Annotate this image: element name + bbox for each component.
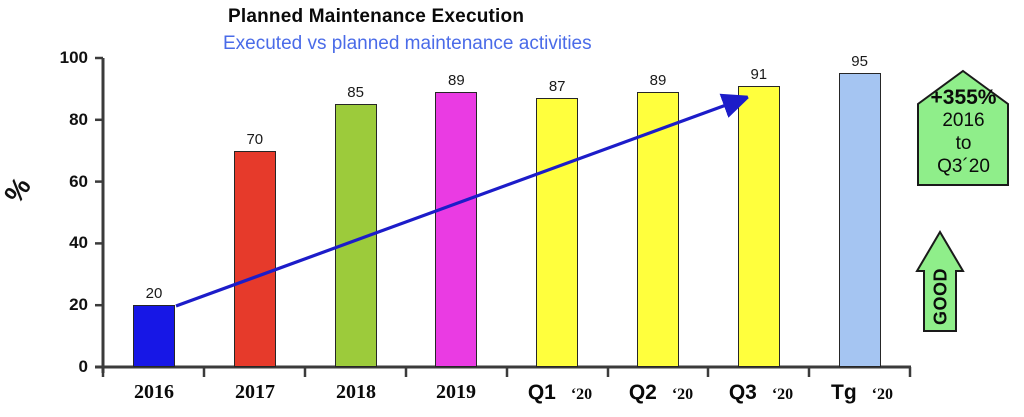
change-badge-percent: +355% xyxy=(930,86,997,109)
bar-value-2017: 70 xyxy=(246,130,264,148)
chart-subtitle: Executed vs planned maintenance activiti… xyxy=(223,33,592,54)
x-label-2018: 2018 xyxy=(336,381,376,403)
y-tick-80: 80 xyxy=(69,110,88,129)
bar-q3-20: 91 xyxy=(737,66,780,367)
bar-q2-20: 89 xyxy=(637,72,679,367)
change-badge-to-word: to xyxy=(955,133,972,154)
y-tick-0: 0 xyxy=(78,357,88,376)
x-label-2016: 2016 xyxy=(134,381,174,403)
chart-title: Planned Maintenance Execution xyxy=(228,6,525,27)
bar-value-2018: 85 xyxy=(347,84,364,102)
x-label-q3-20: Q3 ‘20 xyxy=(728,381,794,404)
change-badge: +355% 2016 to Q3´20 xyxy=(918,86,1009,178)
x-label-tg-20: Tg ‘20 xyxy=(831,381,893,404)
bar-tg-20: 95 xyxy=(838,53,881,367)
change-badge-to: Q3´20 xyxy=(937,156,990,177)
bar-2017: 70 xyxy=(233,131,276,367)
y-tick-20: 20 xyxy=(69,295,88,314)
bar-value-q1-20: 87 xyxy=(548,78,566,96)
x-label-2017: 2017 xyxy=(235,381,275,403)
bar-2018: 85 xyxy=(334,84,377,367)
x-label-2019: 2019 xyxy=(436,381,476,403)
good-arrow-label: GOOD xyxy=(930,268,951,326)
bar-value-q3-20: 91 xyxy=(750,65,768,83)
bar-value-2019: 89 xyxy=(448,72,465,89)
y-tick-40: 40 xyxy=(69,233,88,252)
bar-2019: 89 xyxy=(435,72,478,367)
bar-value-tg-20: 95 xyxy=(851,53,868,71)
bar-value-2016: 20 xyxy=(145,285,163,303)
y-tick-60: 60 xyxy=(69,172,88,191)
bar-q1-20: 87 xyxy=(536,78,579,367)
x-label-q1-20: Q1 ‘20 xyxy=(527,381,593,404)
bar-2016: 20 xyxy=(133,285,175,367)
change-badge-from: 2016 xyxy=(942,110,985,131)
y-tick-100: 100 xyxy=(59,48,88,67)
bar-value-q2-20: 89 xyxy=(649,72,667,89)
x-label-q2-20: Q2 ‘20 xyxy=(628,381,694,404)
